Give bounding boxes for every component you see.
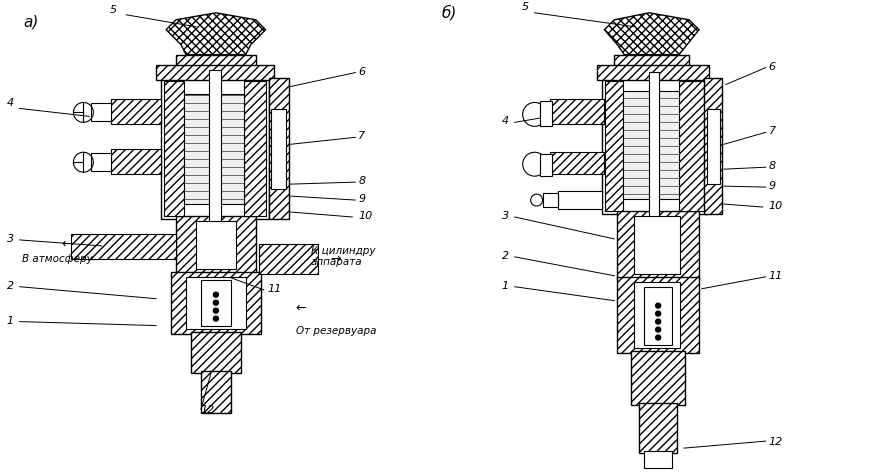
Bar	[176, 216, 256, 274]
Text: 2: 2	[7, 280, 14, 291]
Bar	[209, 70, 221, 234]
Bar	[558, 191, 603, 209]
Bar	[644, 287, 672, 345]
Bar	[635, 282, 680, 349]
Bar	[597, 65, 709, 79]
Text: 7: 7	[769, 126, 776, 136]
Bar	[618, 211, 699, 279]
Circle shape	[213, 292, 219, 297]
Bar	[603, 78, 707, 214]
Text: 1: 1	[502, 280, 509, 291]
Text: 4: 4	[7, 98, 14, 108]
Bar	[156, 65, 273, 79]
Bar	[191, 332, 241, 373]
Circle shape	[656, 327, 660, 332]
Text: 8: 8	[769, 161, 776, 171]
Bar	[550, 99, 604, 124]
Text: В атмосферу: В атмосферу	[21, 254, 92, 264]
Bar	[614, 55, 689, 67]
Bar	[550, 152, 604, 174]
Circle shape	[656, 303, 660, 308]
Bar	[176, 55, 256, 67]
Bar	[184, 95, 243, 204]
Bar	[704, 78, 722, 214]
Text: ←: ←	[61, 237, 72, 250]
Bar	[91, 153, 112, 171]
Bar	[112, 99, 161, 124]
Bar	[161, 78, 269, 219]
Text: 2: 2	[502, 251, 509, 261]
Text: 7: 7	[358, 131, 366, 141]
Circle shape	[213, 308, 219, 313]
Circle shape	[656, 311, 660, 316]
Text: 8: 8	[358, 176, 366, 186]
Bar	[91, 104, 112, 122]
Bar	[271, 109, 286, 189]
Bar	[635, 216, 680, 274]
Text: 12: 12	[769, 437, 783, 447]
Bar	[72, 234, 176, 259]
Text: а): а)	[24, 15, 39, 30]
Bar	[644, 451, 672, 468]
Text: 6: 6	[769, 61, 776, 71]
Text: 3: 3	[7, 234, 14, 244]
Bar	[164, 80, 184, 216]
Text: 10: 10	[769, 201, 783, 211]
Text: К цилиндру
аппарата: К цилиндру аппарата	[311, 246, 375, 268]
Polygon shape	[604, 13, 699, 55]
Text: 5: 5	[521, 2, 529, 12]
Circle shape	[656, 335, 660, 340]
Circle shape	[656, 319, 660, 324]
Bar	[623, 91, 679, 199]
Bar	[540, 154, 551, 176]
Text: 11: 11	[267, 284, 282, 294]
Bar	[112, 149, 161, 174]
Bar	[679, 80, 704, 211]
Text: 11: 11	[769, 271, 783, 281]
Circle shape	[213, 316, 219, 321]
Bar	[201, 371, 231, 413]
Bar	[605, 80, 623, 211]
Bar	[543, 193, 558, 207]
Text: ←: ←	[296, 302, 306, 315]
Text: 4: 4	[502, 116, 509, 126]
Circle shape	[213, 300, 219, 305]
Bar	[707, 109, 720, 184]
Bar	[650, 71, 659, 229]
Bar	[639, 403, 677, 453]
Text: 12: 12	[201, 405, 215, 415]
Text: →: →	[330, 252, 341, 265]
Bar	[540, 101, 551, 126]
Bar	[196, 221, 235, 269]
Text: 9: 9	[769, 181, 776, 191]
Bar	[269, 78, 289, 219]
Text: 3: 3	[502, 211, 509, 221]
Bar	[618, 277, 699, 353]
Text: 1: 1	[7, 315, 14, 325]
Text: 5: 5	[110, 5, 117, 15]
Bar	[186, 277, 246, 329]
Text: 6: 6	[358, 67, 366, 77]
Text: 10: 10	[358, 211, 373, 221]
Polygon shape	[166, 13, 266, 55]
Text: 9: 9	[358, 194, 366, 204]
Bar	[201, 280, 231, 325]
Text: б): б)	[442, 5, 458, 20]
Text: От резервуара: От резервуара	[296, 325, 376, 335]
Bar	[631, 351, 685, 405]
Bar	[258, 244, 319, 274]
Bar	[171, 272, 261, 333]
Bar	[243, 80, 266, 216]
